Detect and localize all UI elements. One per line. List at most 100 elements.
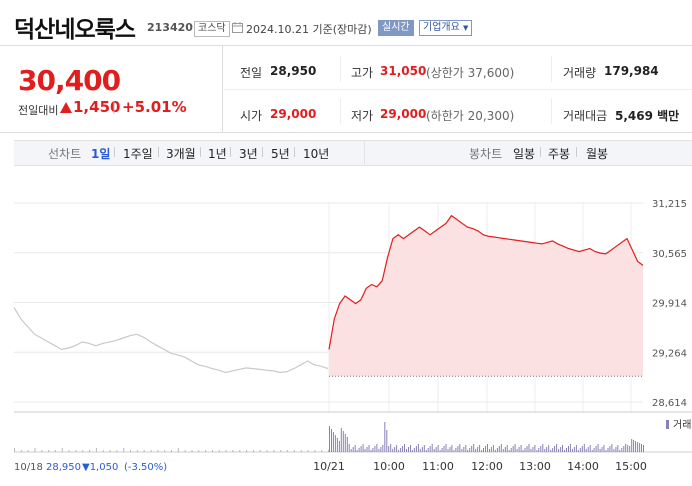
volume-bar — [591, 450, 593, 452]
volume-bar-prev — [116, 450, 118, 452]
volume-label: 거래량 — [563, 66, 597, 80]
x-tick-label: 11:00 — [422, 460, 454, 473]
volume-bar — [350, 449, 352, 452]
volume-bar — [374, 446, 376, 452]
volume-bar — [435, 447, 437, 452]
volume-bar — [587, 447, 589, 452]
volume-bar — [560, 447, 562, 452]
volume-bar — [504, 447, 506, 452]
footer-quote: 10/18 28,950 ▼1,050 (-3.50%) — [14, 462, 167, 473]
candle-monthly[interactable]: 월봉 — [586, 147, 609, 161]
volume-bar — [536, 450, 538, 452]
volume-bar — [569, 444, 571, 452]
candle-daily[interactable]: 일봉 — [513, 147, 536, 161]
volume-bar — [431, 444, 433, 452]
volume-bar-prev — [293, 450, 295, 452]
upper-limit: (상한가 37,600) — [426, 66, 515, 80]
volume-bar — [627, 445, 629, 452]
volume-bar-prev — [328, 450, 329, 452]
volume-bar-prev — [198, 450, 200, 452]
open-label: 시가 — [240, 109, 263, 123]
change-label: 전일대비 — [18, 104, 59, 117]
volume-bar-prev — [218, 450, 220, 452]
candle-weekly[interactable]: 주봉 — [548, 147, 571, 161]
volume-bar — [481, 450, 483, 452]
period-3y[interactable]: 3년 — [239, 147, 258, 161]
volume-bar — [514, 444, 516, 452]
volume-bar — [439, 450, 441, 452]
volume-bar-prev — [14, 448, 15, 452]
volume-bar — [419, 449, 421, 452]
volume-bar — [599, 449, 601, 452]
volume-bar-prev — [150, 450, 152, 452]
volume-bar-prev — [123, 448, 125, 452]
volume-bar — [364, 449, 366, 452]
period-1w[interactable]: 1주일 — [123, 147, 153, 161]
volume-bar-prev — [307, 450, 309, 452]
volume-bar-prev — [95, 448, 97, 452]
period-separator — [262, 147, 263, 157]
volume-bar — [433, 449, 435, 452]
volume-bar — [579, 448, 581, 452]
volume-bar — [417, 444, 419, 452]
volume-bar — [540, 446, 542, 452]
volume-bar-prev — [48, 450, 50, 452]
volume-bar-prev — [20, 450, 22, 452]
period-3m[interactable]: 3개월 — [166, 147, 196, 161]
market-badge: 코스닥 — [194, 21, 230, 37]
volume-bar — [643, 445, 644, 452]
calendar-icon — [232, 22, 243, 33]
x-axis-ticks: 10/21 10:00 11:00 12:00 13:00 14:00 15:00 — [313, 460, 647, 473]
volume-bar — [589, 445, 591, 452]
volume-bar — [392, 449, 394, 452]
volume-bar-prev — [184, 450, 186, 452]
x-tick-label: 10:00 — [373, 460, 405, 473]
volume-bar — [471, 446, 473, 452]
volume-bar — [490, 447, 492, 452]
volume-bar — [380, 447, 382, 452]
period-1d[interactable]: 1일 — [91, 147, 111, 161]
volume-bar-prev — [27, 450, 29, 452]
company-overview-dropdown[interactable]: 기업개요 ▼ — [419, 20, 473, 36]
volume-bar — [621, 448, 623, 452]
volume-bar — [331, 429, 332, 452]
volume-bar — [356, 450, 358, 452]
volume-bar — [473, 444, 475, 452]
prev-close-label: 전일 — [240, 66, 263, 80]
volume-bar — [510, 448, 512, 452]
volume-bar-prev — [143, 450, 145, 452]
volume-bar — [637, 442, 639, 452]
volume-bar — [635, 441, 637, 452]
volume-bar — [334, 435, 336, 452]
price-chart[interactable]: 31,215 30,565 29,914 29,264 28,614 10/21 10:0… — [0, 190, 692, 486]
period-separator — [576, 147, 577, 157]
volume-bar — [492, 445, 494, 452]
low-value: 29,000 — [380, 107, 427, 121]
realtime-button[interactable]: 실시간 — [378, 20, 414, 36]
volume-bar — [358, 448, 360, 452]
volume-bar-prev — [177, 448, 179, 452]
volume-bar — [568, 446, 569, 452]
volume-bar — [585, 449, 587, 452]
volume-label: 거래량 — [673, 419, 692, 431]
volume-bar — [546, 447, 548, 452]
volume-bar — [625, 444, 627, 452]
volume-bar — [631, 439, 633, 452]
volume-bar — [378, 449, 380, 452]
volume-bar-prev — [232, 450, 234, 452]
period-10y[interactable]: 10년 — [303, 147, 330, 161]
prev-close-value: 28,950 — [270, 64, 317, 78]
stat-divider — [551, 56, 552, 82]
period-1y[interactable]: 1년 — [208, 147, 227, 161]
volume-bar — [451, 445, 453, 452]
volume-bar — [633, 440, 635, 452]
x-tick-label: 13:00 — [519, 460, 551, 473]
period-separator — [540, 147, 541, 157]
volume-bar-prev — [89, 450, 91, 452]
volume-bar-prev — [171, 450, 172, 452]
change-separator: | — [112, 100, 117, 114]
volume-bar — [571, 449, 573, 452]
period-5y[interactable]: 5년 — [271, 147, 290, 161]
volume-bar — [508, 450, 510, 452]
volume-bar-prev — [34, 448, 36, 452]
